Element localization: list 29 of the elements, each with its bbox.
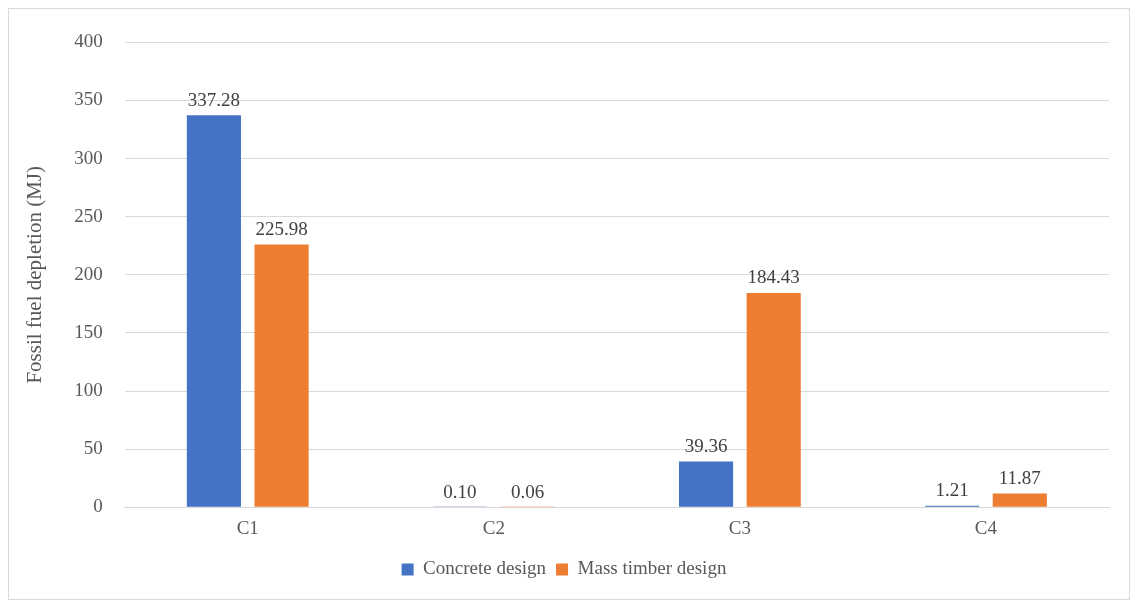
y-tick-label: 200 bbox=[74, 262, 103, 284]
data-label: 11.87 bbox=[998, 466, 1041, 488]
y-tick-label: 250 bbox=[74, 204, 103, 226]
legend-label: Concrete design bbox=[423, 557, 547, 579]
y-tick-label: 50 bbox=[83, 437, 103, 459]
y-tick-label: 100 bbox=[74, 378, 103, 400]
y-tick-label: 0 bbox=[93, 495, 103, 517]
bar bbox=[254, 244, 309, 507]
data-label: 184.43 bbox=[747, 266, 800, 288]
bar bbox=[992, 493, 1047, 507]
data-label: 1.21 bbox=[935, 479, 969, 501]
data-label: 225.98 bbox=[255, 218, 308, 240]
x-tick-label: C4 bbox=[974, 516, 998, 538]
x-tick-label: C3 bbox=[728, 516, 751, 538]
bar bbox=[746, 292, 801, 507]
bar bbox=[186, 115, 241, 507]
bar bbox=[678, 461, 734, 507]
y-tick-label: 400 bbox=[74, 30, 103, 52]
data-label: 337.28 bbox=[187, 88, 241, 110]
data-label: 39.36 bbox=[684, 434, 728, 456]
legend-label: Mass timber design bbox=[577, 557, 727, 579]
x-tick-label: C1 bbox=[236, 516, 259, 538]
data-label: 0.06 bbox=[511, 480, 545, 502]
y-axis-title: Fossil fuel depletion (MJ) bbox=[22, 166, 47, 384]
x-tick-label: C2 bbox=[482, 516, 505, 538]
data-label: 0.10 bbox=[443, 480, 477, 502]
y-tick-label: 350 bbox=[74, 88, 103, 110]
y-tick-label: 150 bbox=[74, 320, 103, 342]
y-tick-label: 300 bbox=[74, 146, 103, 168]
